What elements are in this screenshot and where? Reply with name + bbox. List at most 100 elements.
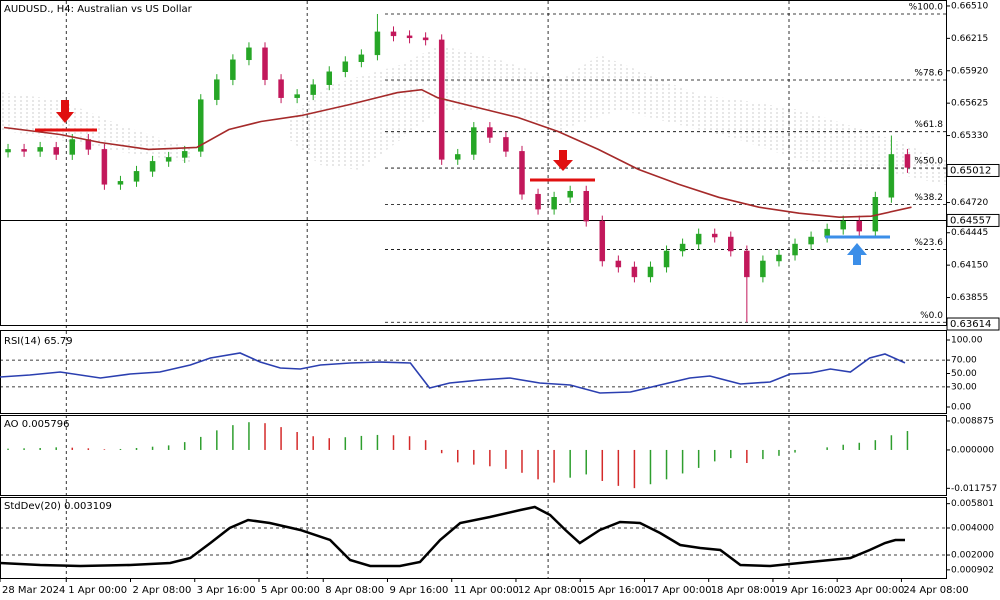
candle-body (5, 149, 11, 153)
panel-title: RSI(14) 65.79 (4, 336, 73, 347)
candle-body (69, 139, 76, 155)
candle-body (615, 260, 622, 268)
panel-title: AO 0.005796 (4, 419, 69, 430)
price-label: 0.64557 (950, 215, 991, 226)
candle-body (278, 79, 284, 98)
y-tick-label: 0.008875 (951, 416, 994, 426)
y-tick-label: 0.64720 (951, 198, 988, 208)
x-tick-label: 28 Mar 2024 (2, 585, 65, 596)
indicator-line (0, 352, 906, 394)
candle-body (647, 266, 654, 278)
x-tick-label: 17 Apr 00:00 (646, 585, 711, 596)
fib-label: %23.6 (914, 238, 943, 248)
candle-body (567, 190, 573, 198)
candle-body (519, 151, 525, 195)
y-tick-label: 30.00 (951, 382, 977, 392)
candle-body (454, 154, 461, 160)
candle-body (663, 250, 670, 268)
candle-body (374, 31, 381, 56)
x-tick-label: 15 Apr 16:00 (582, 585, 647, 596)
candle-body (406, 35, 413, 39)
x-tick-label: 11 Apr 00:00 (454, 585, 519, 596)
indicator-line (0, 505, 905, 568)
fib-label: %61.8 (914, 120, 943, 130)
price-label-box (946, 163, 1000, 177)
candle-body (342, 61, 349, 72)
ao-panel (0, 415, 947, 496)
price-label-box (946, 213, 1000, 227)
candle-body (487, 127, 493, 138)
candle-body (760, 260, 766, 278)
y-tick-label: 0.65625 (951, 99, 988, 109)
y-tick-label: 0.65920 (951, 66, 988, 76)
y-tick-label: 0.66510 (951, 1, 988, 11)
panel-title: AUDUSD., H4: Australian vs US Dollar (4, 4, 193, 15)
sell-arrow (56, 100, 74, 123)
y-tick-label: -0.011757 (951, 484, 997, 494)
x-tick-label: 9 Apr 16:00 (389, 585, 448, 596)
fib-label: %38.2 (914, 193, 943, 203)
y-tick-label: 0.66215 (951, 34, 988, 44)
x-tick-label: 24 Apr 08:00 (903, 585, 968, 596)
candle-body (728, 236, 734, 252)
candle-body (792, 243, 798, 256)
x-tick-label: 3 Apr 16:00 (197, 585, 256, 596)
x-tick-label: 18 Apr 08:00 (711, 585, 776, 596)
candle-body (53, 147, 59, 155)
candle-body (117, 181, 124, 185)
candle-body (133, 171, 140, 182)
candle-body (358, 54, 365, 63)
candle-body (262, 47, 268, 80)
y-tick-label: 50.00 (951, 369, 977, 379)
candle-body (808, 236, 814, 245)
candle-body (198, 99, 204, 152)
candle-body (840, 220, 846, 230)
price-label: 0.63614 (950, 319, 991, 330)
y-tick-label: 0.002000 (951, 551, 994, 561)
candle-body (230, 59, 236, 80)
candle-body (631, 266, 638, 278)
x-tick-label: 8 Apr 08:00 (325, 585, 384, 596)
candle-body (583, 190, 589, 222)
x-tick-label: 1 Apr 00:00 (68, 585, 127, 596)
candle-body (390, 31, 397, 37)
candle-body (294, 94, 300, 98)
candle-body (679, 243, 686, 252)
buy-arrow (847, 243, 867, 265)
x-tick-label: 19 Apr 16:00 (775, 585, 840, 596)
candle-body (776, 254, 782, 262)
candle-body (310, 84, 316, 95)
candle-body (471, 127, 477, 155)
candle-body (149, 161, 156, 172)
y-tick-label: 0.004000 (951, 524, 994, 534)
candle-body (214, 79, 220, 100)
y-tick-label: 0.00 (951, 403, 971, 413)
x-tick-label: 12 Apr 08:00 (518, 585, 583, 596)
y-tick-label: 0.65330 (951, 131, 988, 141)
annotations (35, 100, 890, 265)
candle-body (101, 149, 108, 185)
candle-body (181, 151, 188, 158)
candle-body (695, 233, 702, 245)
y-tick-label: 70.00 (951, 356, 977, 366)
candle-body (246, 47, 252, 61)
y-tick-label: 0.63855 (951, 293, 988, 303)
candle-body (744, 250, 750, 278)
price-label-box (946, 317, 1000, 331)
candle-body (856, 220, 863, 232)
stddev-panel (0, 497, 947, 579)
price-label: 0.65012 (950, 165, 991, 176)
fib-label: %50.0 (914, 157, 943, 167)
candle-body (21, 149, 27, 152)
fib-label: %78.6 (914, 68, 943, 78)
candle-body (165, 157, 172, 162)
x-tick-label: 23 Apr 00:00 (839, 585, 904, 596)
y-tick-label: 0.000902 (951, 565, 994, 575)
candle-body (535, 193, 541, 210)
y-tick-label: 100.00 (951, 336, 983, 346)
cloud (0, 92, 190, 162)
x-tick-label: 5 Apr 00:00 (261, 585, 320, 596)
candle-body (888, 154, 895, 198)
